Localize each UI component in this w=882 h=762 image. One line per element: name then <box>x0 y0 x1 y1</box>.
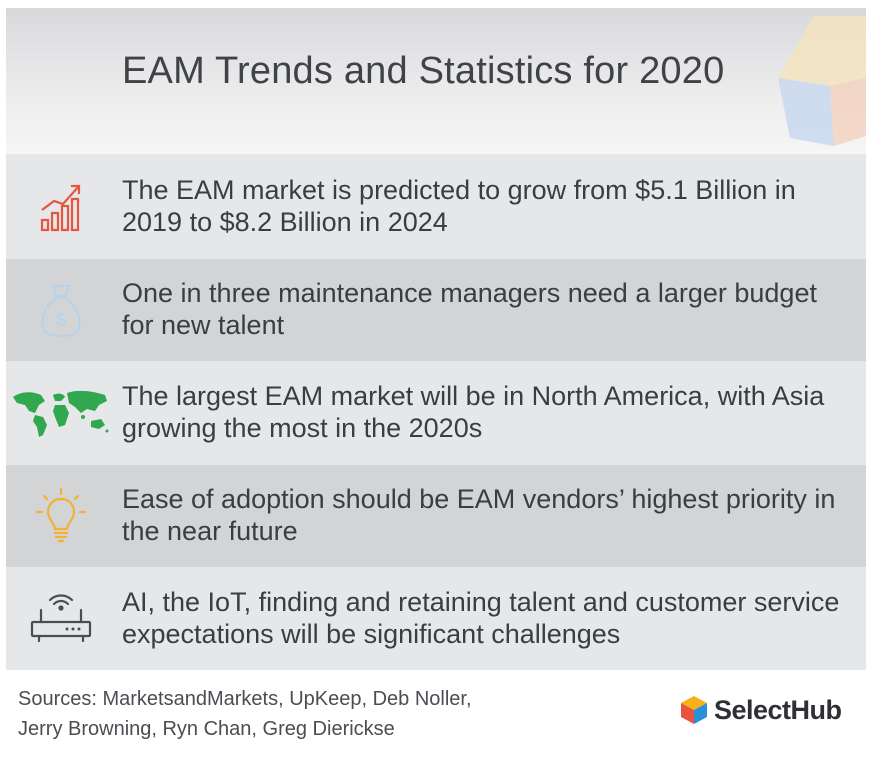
selecthub-logo: SelectHub <box>680 690 842 730</box>
stat-text: The largest EAM market will be in North … <box>122 381 825 443</box>
brand-name: SelectHub <box>714 694 842 725</box>
world-map-icon <box>13 390 109 437</box>
selecthub-cube-icon <box>681 696 707 724</box>
stat-text: Ease of adoption should be EAM vendors’ … <box>122 484 836 546</box>
decorative-cube-icon <box>778 16 866 146</box>
sources-note: Sources: MarketsandMarkets, UpKeep, Deb … <box>18 684 618 744</box>
sources-line: Sources: MarketsandMarkets, UpKeep, Deb … <box>18 688 472 710</box>
router-icon <box>30 594 92 643</box>
sources-line: Jerry Browning, Ryn Chan, Greg Dierickse <box>18 718 395 740</box>
infographic-card: EAM Trends and Statistics for 2020 The E… <box>6 8 866 670</box>
page-title: EAM Trends and Statistics for 2020 <box>122 50 725 92</box>
header-band: EAM Trends and Statistics for 2020 <box>6 8 866 154</box>
stat-text: One in three maintenance managers need a… <box>122 278 817 340</box>
stat-text: AI, the IoT, finding and retaining talen… <box>122 587 840 649</box>
stat-text: The EAM market is predicted to grow from… <box>122 175 796 237</box>
stat-row-market-growth: The EAM market is predicted to grow from… <box>6 156 866 258</box>
svg-text:$: $ <box>56 310 66 330</box>
money-bag-icon: $ <box>41 284 81 338</box>
stat-row-ease-of-adoption: Ease of adoption should be EAM vendors’ … <box>6 465 866 567</box>
growth-chart-icon <box>40 184 81 232</box>
icon-cell <box>6 568 116 670</box>
icon-cell: $ <box>6 259 116 361</box>
icon-cell <box>6 362 116 464</box>
stat-row-budget: $ One in three maintenance managers need… <box>6 259 866 361</box>
icon-cell <box>6 156 116 258</box>
icon-cell <box>6 465 116 567</box>
stat-row-challenges: AI, the IoT, finding and retaining talen… <box>6 568 866 670</box>
lightbulb-icon <box>35 487 87 543</box>
stat-row-north-america: The largest EAM market will be in North … <box>6 362 866 464</box>
